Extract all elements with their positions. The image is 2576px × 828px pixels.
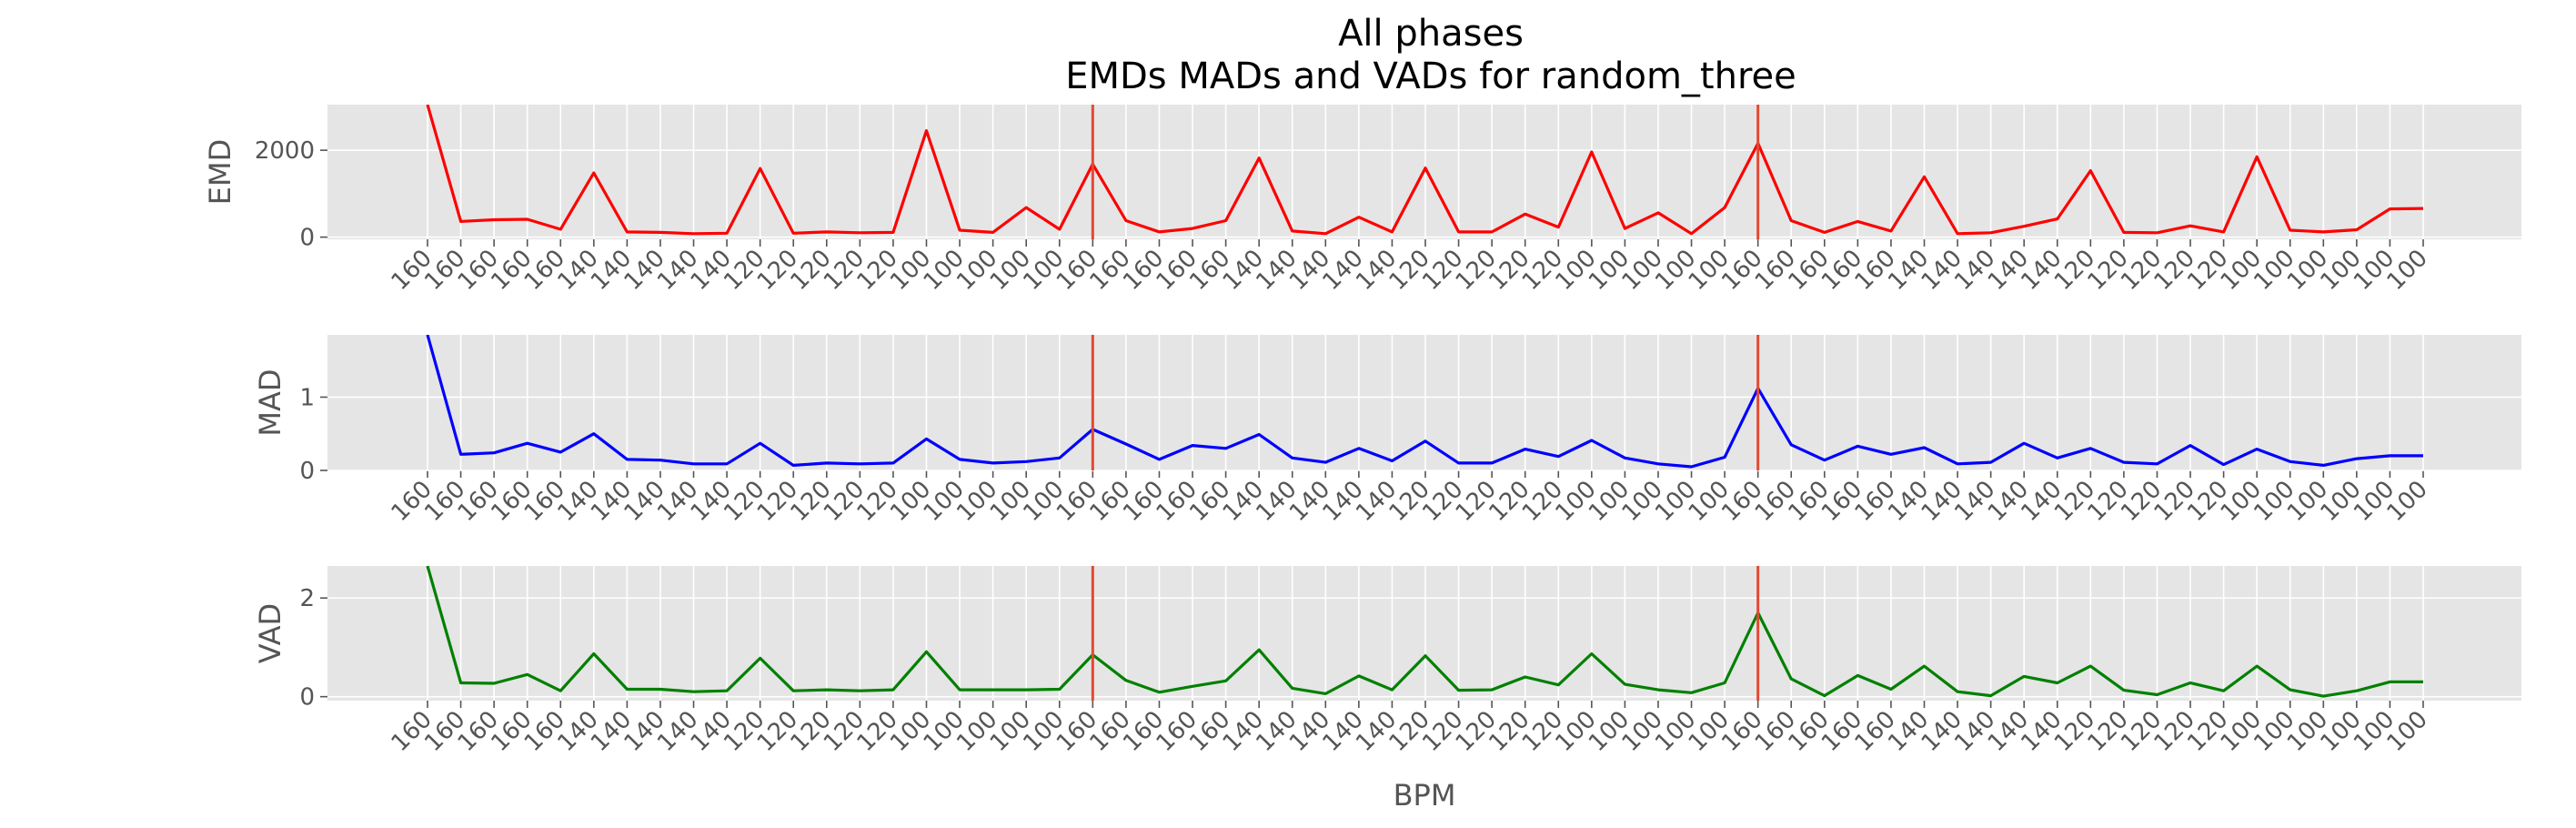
- series-line: [426, 566, 2423, 698]
- y-tick-label: 0: [299, 684, 315, 712]
- subplot-vad: 1601601601601601401401401401401201201201…: [253, 566, 2521, 813]
- y-axis-label: MAD: [253, 369, 287, 436]
- y-axis-label: EMD: [203, 139, 237, 205]
- series-line: [426, 335, 2423, 469]
- plot-background: [327, 566, 2521, 701]
- x-tick-label: 100: [2382, 706, 2433, 757]
- subplot-emd: 1601601601601601401401401401401201201201…: [203, 105, 2521, 296]
- x-axis-label: BPM: [1394, 778, 1456, 813]
- y-tick-label: 1: [299, 384, 315, 411]
- chart-title-line2: EMDs MADs and VADs for random_three: [1065, 56, 1796, 97]
- y-tick-label: 2: [299, 585, 315, 612]
- y-axis-label: VAD: [253, 603, 287, 663]
- plot-background: [327, 335, 2521, 470]
- subplots: 1601601601601601401401401401401201201201…: [203, 105, 2521, 813]
- series-line: [426, 105, 2424, 236]
- chart-title-line1: All phases: [1338, 13, 1524, 55]
- y-tick-label: 0: [299, 225, 315, 252]
- x-tick-label: 100: [2382, 245, 2433, 296]
- y-tick-label: 0: [299, 458, 315, 485]
- x-tick-label: 100: [2382, 476, 2433, 527]
- y-tick-label: 2000: [255, 137, 315, 165]
- subplot-mad: 1601601601601601401401401401401201201201…: [253, 335, 2521, 527]
